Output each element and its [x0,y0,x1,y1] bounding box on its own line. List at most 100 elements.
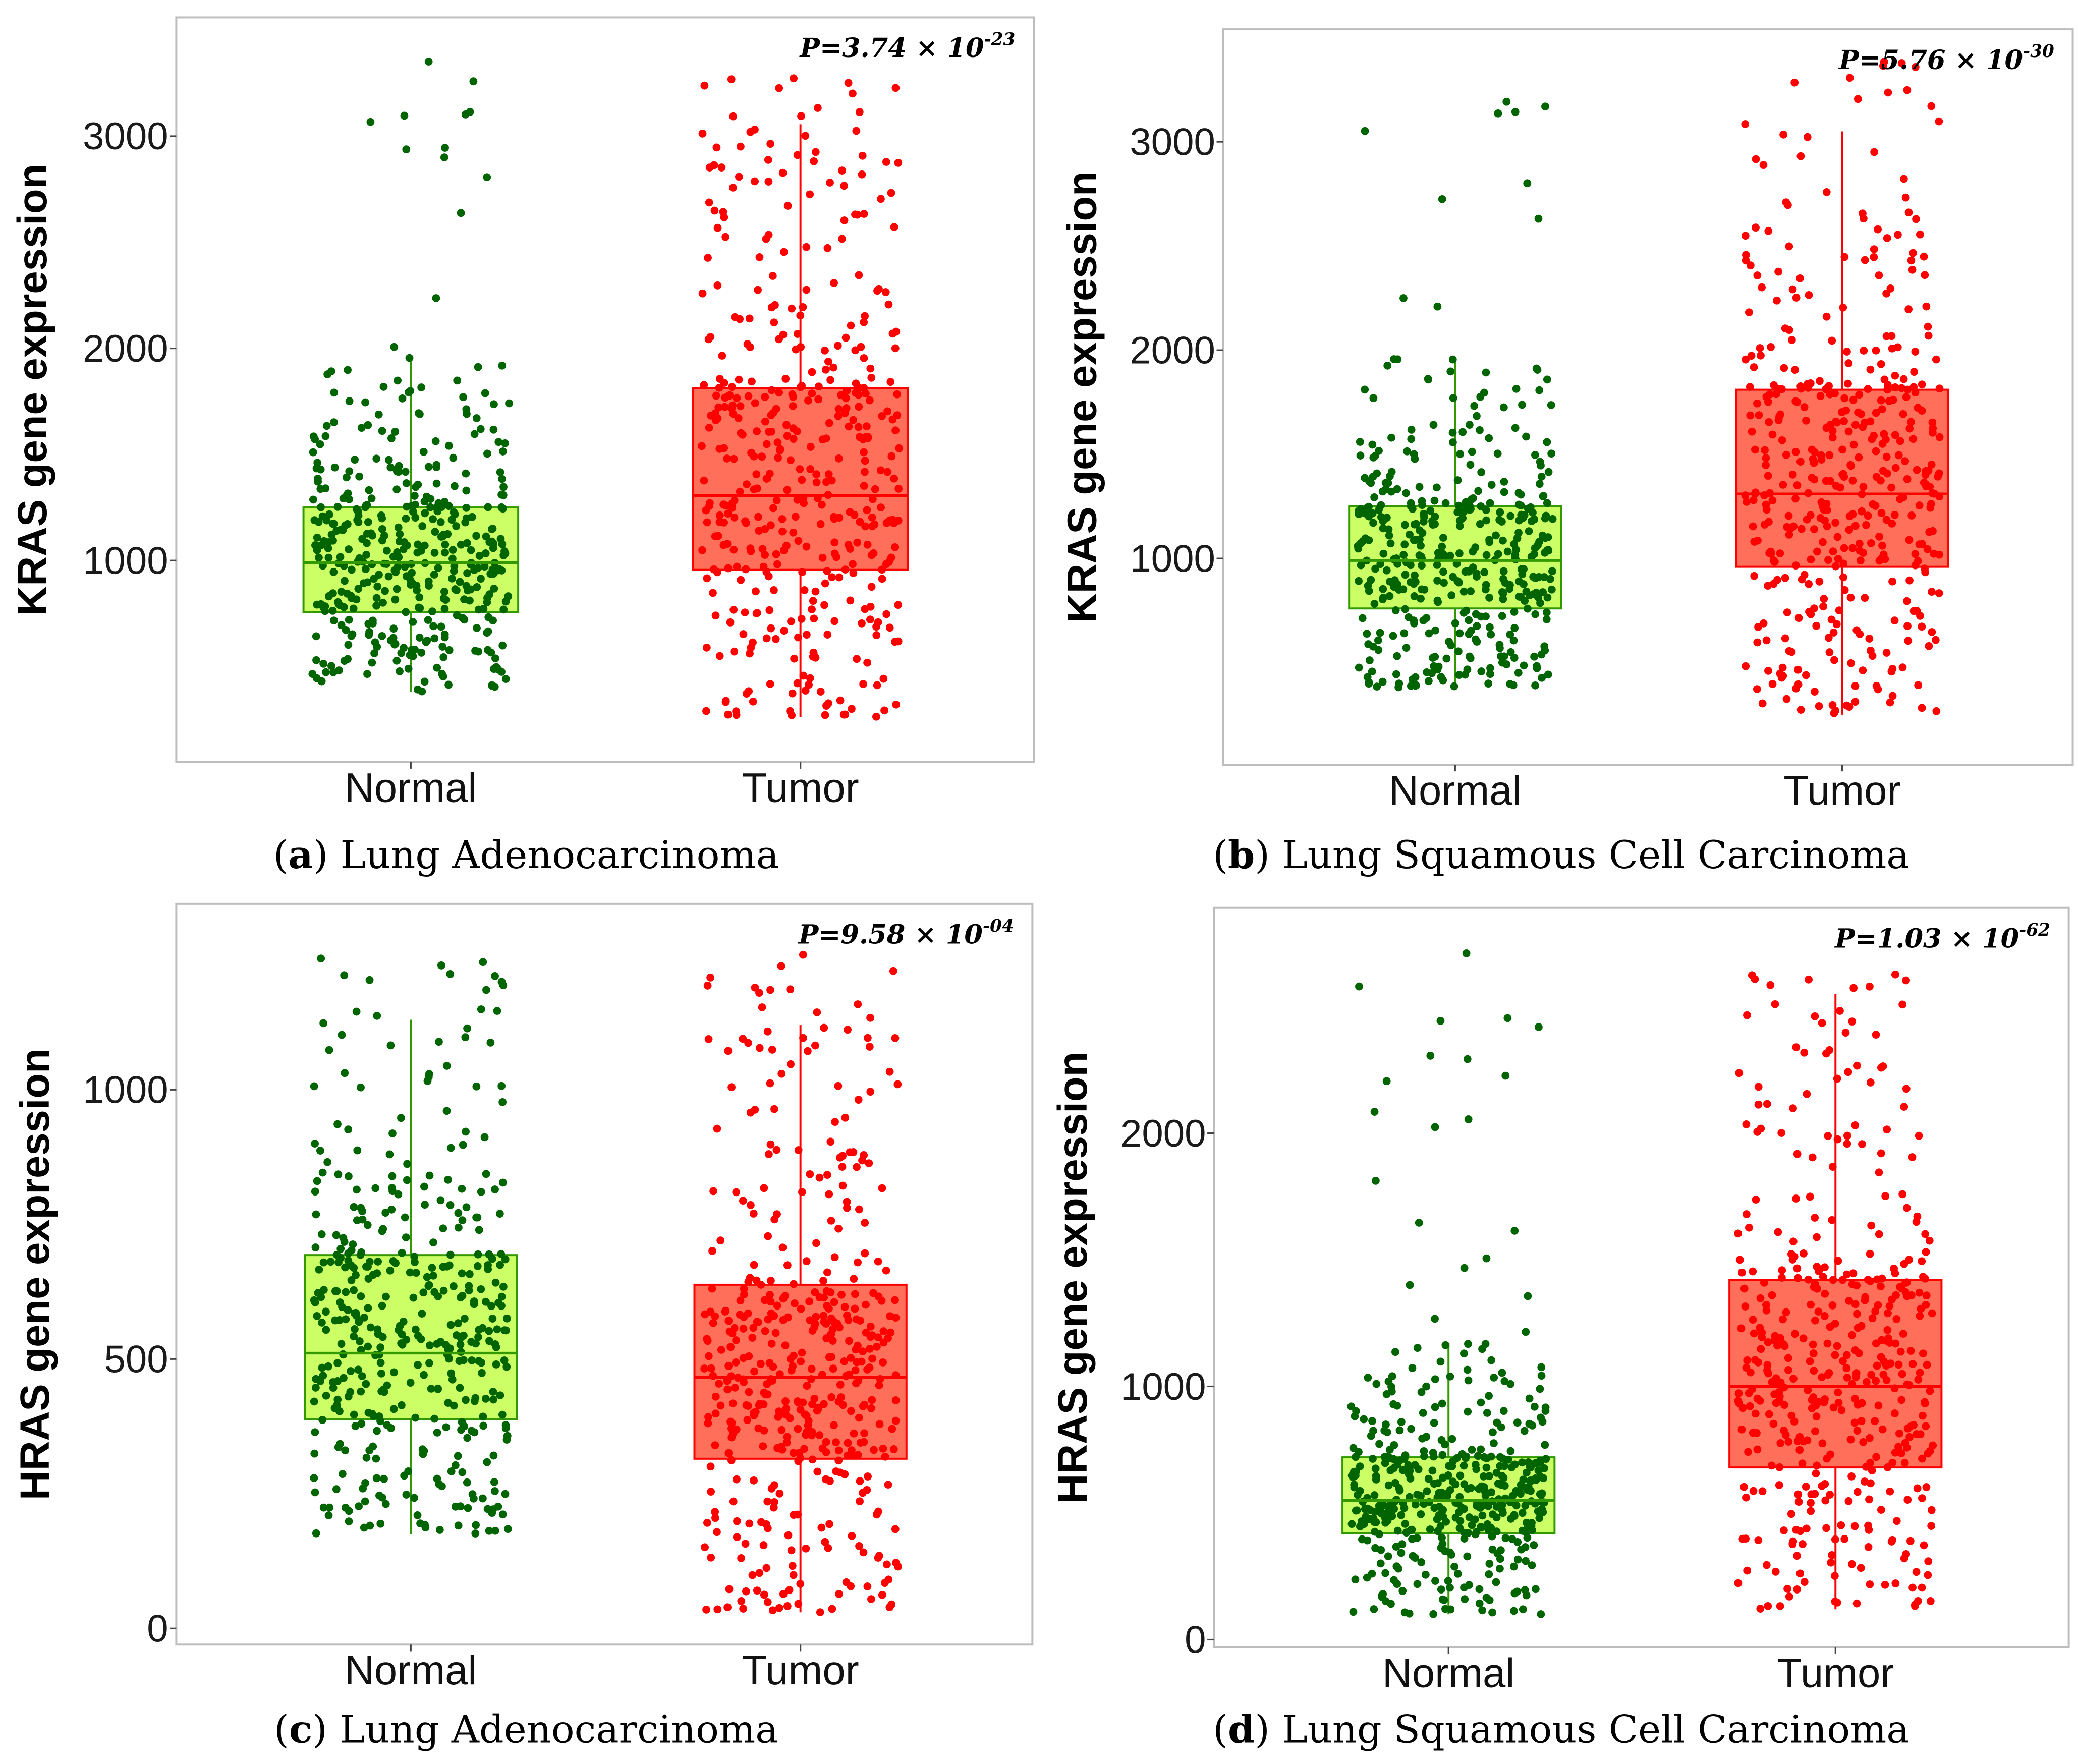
data-point [1369,1427,1377,1435]
data-point [816,520,825,528]
data-point [1391,606,1400,614]
data-point [500,1356,509,1364]
data-point [780,627,789,635]
y-tick-label: 0 [1185,1619,1206,1662]
data-point [776,445,784,453]
data-point [420,677,429,686]
data-point [1754,1536,1763,1544]
data-point [1847,659,1855,667]
data-point [891,1416,900,1425]
data-point [1911,550,1920,558]
data-point [325,1503,333,1512]
data-point [1897,1449,1905,1457]
data-point [1501,1071,1510,1080]
data-point [1439,1473,1447,1482]
data-point [499,483,508,491]
data-point [732,707,740,715]
data-point [1418,529,1427,537]
data-point [1758,699,1767,708]
data-point [765,1359,774,1368]
data-point [709,1319,717,1327]
data-point [441,596,450,604]
data-point [805,680,813,689]
data-point [474,1333,482,1341]
data-point [754,1424,763,1433]
data-point [1439,534,1447,542]
data-point [759,1400,768,1408]
data-point [436,1338,445,1346]
data-point [1916,1312,1924,1320]
data-point [848,1531,856,1540]
data-point [1749,496,1758,504]
data-point [1525,1394,1534,1403]
data-point [455,1223,463,1232]
data-point [768,1606,777,1615]
data-point [882,610,891,618]
data-point [1454,501,1463,510]
data-point [396,530,404,538]
x-tick-label: Tumor [742,765,859,811]
data-point [314,475,322,483]
data-point [713,281,722,290]
data-point [1436,1357,1445,1366]
data-point [1768,1378,1776,1386]
data-point [1480,1453,1488,1461]
data-point [737,1554,745,1562]
data-point [1891,1269,1899,1278]
data-point [759,1442,767,1450]
data-point [433,663,441,672]
data-point [1918,622,1926,631]
data-point [1419,510,1428,518]
data-point [809,649,818,657]
data-point [1776,410,1784,419]
data-point [1446,1583,1454,1592]
data-point [1842,1351,1851,1359]
data-point [834,1456,843,1465]
y-tick-label: 1000 [83,1069,168,1112]
data-point [491,972,499,980]
data-point [1749,1487,1758,1495]
data-point [1531,681,1539,690]
data-point [1845,1296,1854,1305]
data-point [1762,636,1771,645]
data-point [854,1096,863,1104]
data-point [1779,481,1787,489]
data-point [372,1474,381,1483]
data-point [823,567,831,576]
data-point [1921,568,1930,577]
data-point [1501,1534,1510,1542]
data-point [1822,312,1831,321]
data-point [383,1381,391,1390]
data-point [1778,1266,1786,1275]
data-point [1537,1413,1545,1422]
data-point [887,452,896,461]
data-point [1878,1274,1886,1283]
data-point [1780,364,1788,372]
data-point [815,1173,824,1182]
data-point [1356,451,1365,460]
data-point [1530,515,1538,524]
data-point [847,321,855,330]
data-point [324,1362,332,1371]
data-point [482,1170,490,1178]
data-point [788,689,797,698]
data-point [472,414,481,422]
data-point [786,985,795,994]
p-value-exponent: -62 [2019,920,2050,940]
data-point [1352,1506,1360,1515]
data-point [825,1190,833,1199]
data-point [861,522,869,531]
data-point [424,577,433,586]
data-point [1421,1570,1430,1579]
data-point [781,1292,790,1300]
data-point [1905,1433,1914,1441]
data-point [396,667,404,675]
data-point [721,1306,730,1315]
data-point [815,382,823,391]
data-point [1437,1585,1445,1594]
data-point [344,1306,352,1315]
data-point [1927,500,1935,508]
data-point [318,1168,327,1177]
data-point [1370,1518,1378,1526]
data-point [310,1296,318,1304]
